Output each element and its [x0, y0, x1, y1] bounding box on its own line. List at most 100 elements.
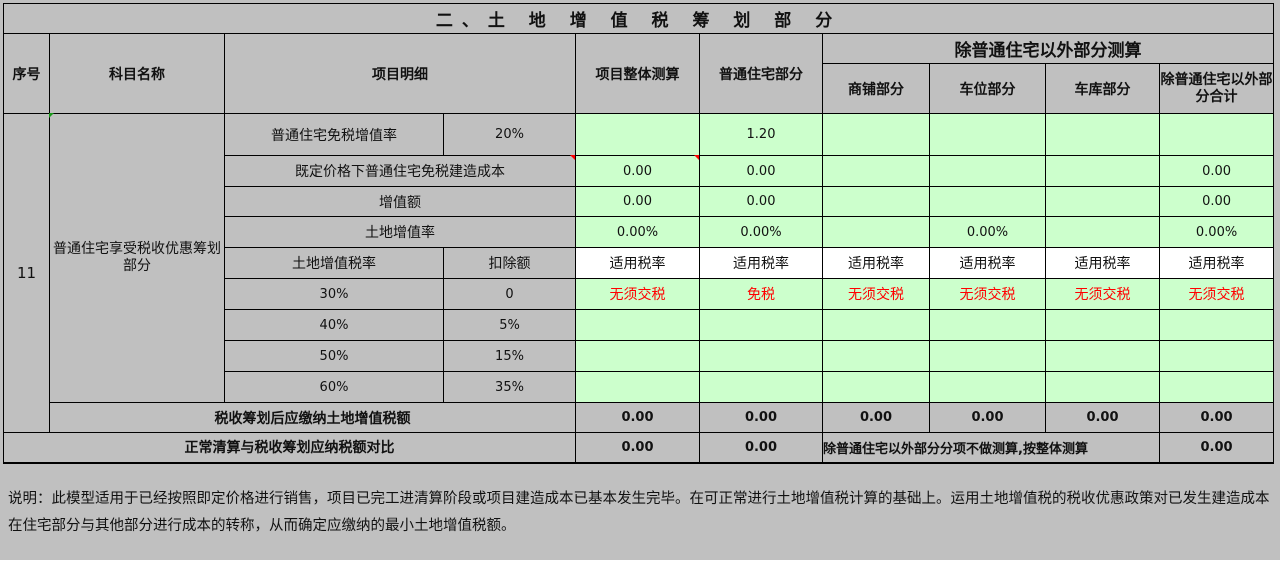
row-label[interactable]: 既定价格下普通住宅免税建造成本: [224, 155, 576, 187]
cell-shops[interactable]: 无须交税: [822, 278, 930, 310]
rate-header-label[interactable]: 土地增值税率: [224, 247, 444, 279]
cell-shops[interactable]: [822, 309, 930, 341]
cell-overall[interactable]: [575, 371, 700, 403]
comment-marker: [49, 113, 54, 118]
explanation-note[interactable]: 说明：此模型适用于已经按照即定价格进行销售，项目已完工进清算阶段或项目建造成本已…: [8, 491, 1270, 534]
applicable-rate-label[interactable]: 适用税率: [1158, 247, 1275, 279]
bracket-rate[interactable]: 30%: [224, 278, 444, 310]
cell-total[interactable]: 0.00%: [1158, 216, 1275, 248]
sheet-bottom: [0, 560, 1280, 562]
row-label[interactable]: 增值额: [224, 186, 576, 217]
deduction-header-label[interactable]: 扣除额: [443, 247, 576, 279]
row-label[interactable]: 土地增值率: [224, 216, 576, 248]
cell-overall[interactable]: 0.00: [575, 186, 700, 217]
cell-overall[interactable]: [575, 309, 700, 341]
cell-total[interactable]: [1158, 113, 1275, 156]
cell-shops[interactable]: [822, 216, 930, 248]
cell-overall[interactable]: 0.00: [575, 432, 700, 463]
comparison-note[interactable]: 除普通住宅以外部分分项不做测算,按整体测算: [822, 432, 1160, 463]
cell-ordinary[interactable]: 免税: [699, 278, 823, 310]
cell-parking[interactable]: [929, 309, 1046, 341]
applicable-rate-label[interactable]: 适用税率: [699, 247, 823, 279]
cell-parking[interactable]: [929, 340, 1046, 372]
cell-garage[interactable]: 0.00: [1045, 402, 1160, 433]
bracket-rate[interactable]: 50%: [224, 340, 444, 372]
sheet-title[interactable]: 二、土 地 增 值 税 筹 划 部 分: [2, 3, 1275, 34]
bracket-deduction[interactable]: 35%: [443, 371, 576, 403]
bracket-rate[interactable]: 40%: [224, 309, 444, 341]
cell-garage[interactable]: [1045, 309, 1160, 341]
cell-garage[interactable]: [1045, 340, 1160, 372]
cell-garage[interactable]: [1045, 216, 1160, 248]
applicable-rate-label[interactable]: 适用税率: [1045, 247, 1160, 279]
cell-garage[interactable]: 无须交税: [1045, 278, 1160, 310]
bracket-deduction[interactable]: 0: [443, 278, 576, 310]
cell-ordinary[interactable]: 0.00: [699, 186, 823, 217]
cell-total[interactable]: 无须交税: [1158, 278, 1275, 310]
cell-total[interactable]: [1158, 371, 1275, 403]
cell-total[interactable]: [1158, 340, 1275, 372]
header-subject[interactable]: 科目名称: [49, 33, 225, 114]
header-shops[interactable]: 商铺部分: [822, 63, 930, 114]
cell-ordinary[interactable]: 0.00: [699, 402, 823, 433]
cell-overall[interactable]: 0.00%: [575, 216, 700, 248]
cell-parking[interactable]: [929, 113, 1046, 156]
cell-shops[interactable]: 0.00: [822, 402, 930, 433]
cell-ordinary[interactable]: 0.00: [699, 432, 823, 463]
cell-shops[interactable]: [822, 155, 930, 187]
seq-cell[interactable]: 11: [3, 113, 50, 433]
cell-total[interactable]: 0.00: [1158, 155, 1275, 187]
cell-parking[interactable]: 0.00: [929, 402, 1046, 433]
cell-total[interactable]: [1158, 309, 1275, 341]
header-garage[interactable]: 车库部分: [1045, 63, 1160, 114]
header-ordinary[interactable]: 普通住宅部分: [699, 33, 823, 114]
cell-parking[interactable]: [929, 371, 1046, 403]
subject-cell[interactable]: 普通住宅享受税收优惠筹划部分: [49, 113, 225, 403]
cell-overall[interactable]: 无须交税: [575, 278, 700, 310]
header-others-group[interactable]: 除普通住宅以外部分测算: [821, 33, 1275, 64]
cell-garage[interactable]: [1045, 113, 1160, 156]
comment-marker: [570, 155, 575, 160]
bracket-deduction[interactable]: 15%: [443, 340, 576, 372]
header-overall[interactable]: 项目整体测算: [575, 33, 700, 114]
exempt-rate-value[interactable]: 20%: [443, 113, 576, 156]
cell-parking[interactable]: [929, 155, 1046, 187]
header-parking-space[interactable]: 车位部分: [929, 63, 1046, 114]
cell-shops[interactable]: [822, 340, 930, 372]
cell-overall[interactable]: [575, 113, 700, 156]
cell-overall[interactable]: 0.00: [575, 402, 700, 433]
cell-garage[interactable]: [1045, 155, 1160, 187]
after-planning-label[interactable]: 税收筹划后应缴纳土地增值税额: [49, 402, 576, 433]
cell-overall[interactable]: [575, 340, 700, 372]
cell-ordinary[interactable]: 0.00%: [699, 216, 823, 248]
cell-overall[interactable]: 0.00: [575, 155, 700, 187]
land-vat-planning-sheet: 二、土 地 增 值 税 筹 划 部 分 序号 科目名称 项目明细 项目整体测算 …: [2, 3, 1275, 464]
cell-ordinary[interactable]: [699, 340, 823, 372]
cell-ordinary[interactable]: [699, 309, 823, 341]
row-label[interactable]: 普通住宅免税增值率: [224, 113, 444, 156]
cell-parking[interactable]: 无须交税: [929, 278, 1046, 310]
cell-parking[interactable]: 0.00%: [929, 216, 1046, 248]
cell-ordinary[interactable]: [699, 371, 823, 403]
cell-shops[interactable]: [822, 113, 930, 156]
header-detail[interactable]: 项目明细: [224, 33, 576, 114]
comment-marker: [694, 155, 699, 160]
header-others-total[interactable]: 除普通住宅以外部分合计: [1158, 63, 1275, 114]
cell-ordinary[interactable]: 1.20: [699, 113, 823, 156]
cell-garage[interactable]: [1045, 371, 1160, 403]
applicable-rate-label[interactable]: 适用税率: [575, 247, 700, 279]
cell-total[interactable]: 0.00: [1158, 402, 1275, 433]
bracket-deduction[interactable]: 5%: [443, 309, 576, 341]
applicable-rate-label[interactable]: 适用税率: [822, 247, 930, 279]
cell-total[interactable]: 0.00: [1158, 186, 1275, 217]
cell-total[interactable]: 0.00: [1158, 432, 1275, 463]
cell-shops[interactable]: [822, 186, 930, 217]
bracket-rate[interactable]: 60%: [224, 371, 444, 403]
comparison-label[interactable]: 正常清算与税收筹划应纳税额对比: [3, 432, 576, 463]
cell-ordinary[interactable]: 0.00: [699, 155, 823, 187]
cell-parking[interactable]: [929, 186, 1046, 217]
applicable-rate-label[interactable]: 适用税率: [929, 247, 1046, 279]
header-seq[interactable]: 序号: [3, 33, 50, 114]
cell-shops[interactable]: [822, 371, 930, 403]
cell-garage[interactable]: [1045, 186, 1160, 217]
